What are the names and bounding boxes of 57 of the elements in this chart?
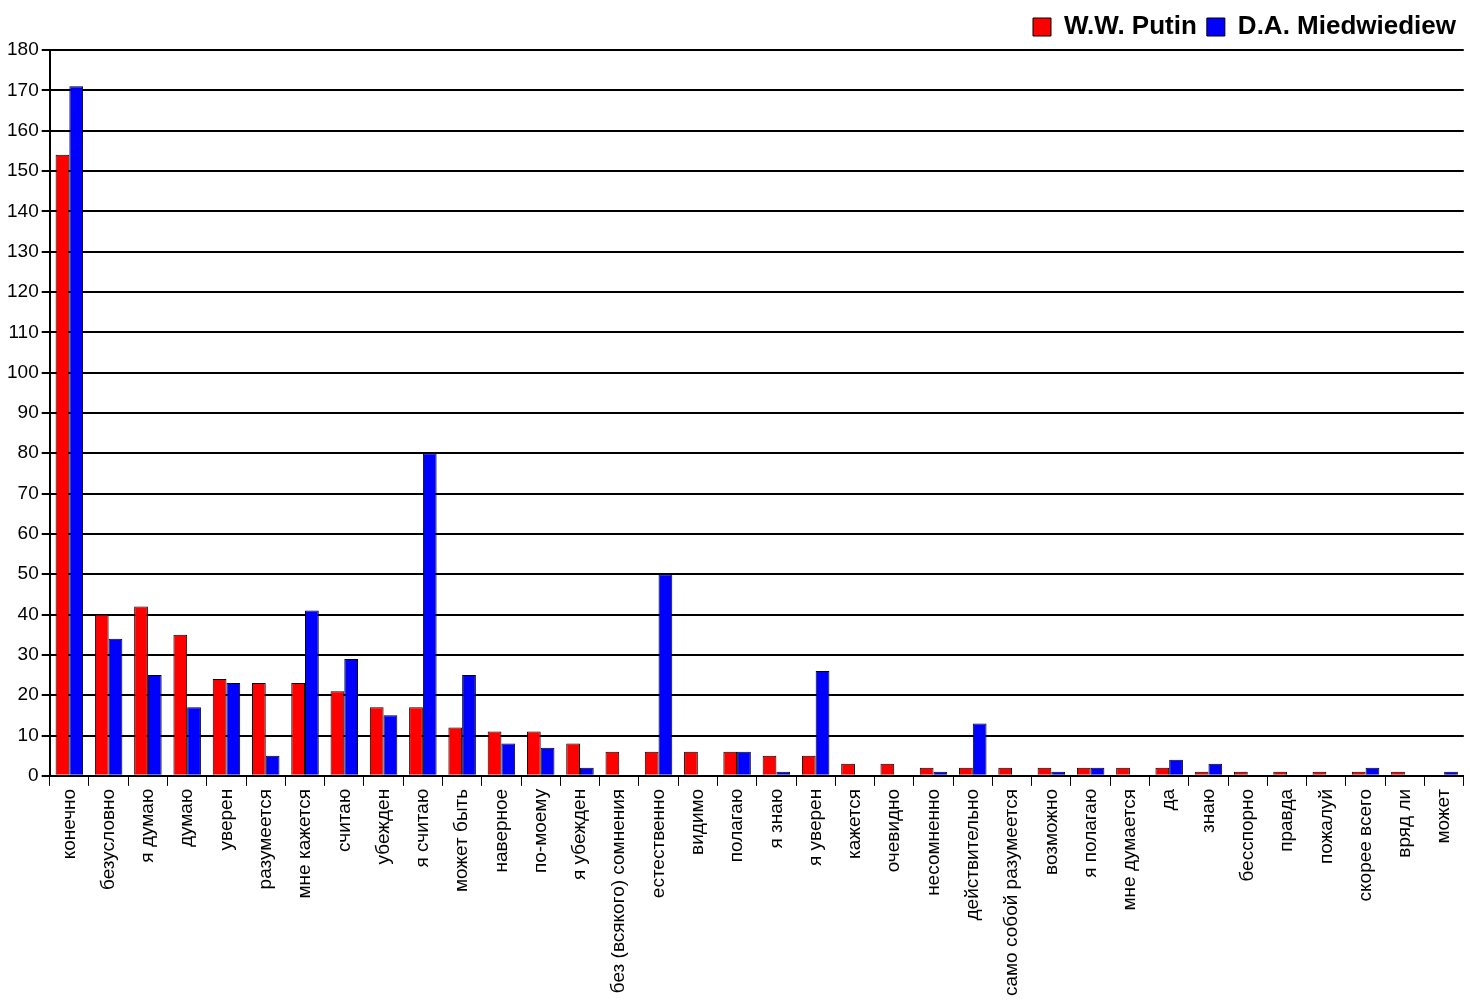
x-tick-label: думаю	[175, 788, 197, 848]
x-tick-label: несомненно	[921, 788, 943, 896]
y-tick-label: 80	[17, 441, 39, 463]
x-tick-label: конечно	[57, 788, 79, 860]
x-tick-label: я знаю	[764, 788, 786, 849]
y-tick-label: 180	[7, 38, 39, 60]
x-tick-label: разумеется	[253, 788, 275, 890]
x-tick-label: пожалуй	[1314, 788, 1336, 864]
x-tick-label: видимо	[686, 788, 708, 855]
y-tick-label: 170	[7, 78, 39, 100]
y-tick-label: 0	[28, 764, 39, 786]
y-tick-label: 60	[17, 522, 39, 544]
y-tick-label: 40	[17, 602, 39, 624]
x-tick-label: я уверен	[803, 788, 825, 867]
y-tick-label: 140	[7, 199, 39, 221]
legend-label: W.W. Putin	[1063, 10, 1197, 41]
x-tick-label: я полагаю	[1078, 788, 1100, 878]
y-tick-label: 130	[7, 239, 39, 261]
x-tick-label: может быть	[450, 788, 472, 893]
x-tick-label: мне кажется	[293, 788, 315, 899]
x-tick-label: безусловно	[96, 788, 118, 890]
y-tick-label: 30	[17, 643, 39, 665]
x-tick-label: действительно	[961, 788, 983, 921]
y-tick-label: 160	[7, 118, 39, 140]
x-tick-label: убежден	[371, 788, 393, 865]
x-tick-label: да	[1157, 788, 1179, 811]
x-tick-label: может	[1432, 788, 1454, 844]
y-tick-label: 90	[17, 401, 39, 423]
x-tick-label: уверен	[214, 788, 236, 851]
y-tick-label: 50	[17, 562, 39, 584]
x-tick-label: скорее всего	[1353, 788, 1375, 902]
y-tick-label: 120	[7, 280, 39, 302]
x-tick-label: само собой разумеется	[1000, 788, 1022, 997]
y-tick-label: 100	[7, 360, 39, 382]
x-tick-label: наверное	[489, 788, 511, 873]
x-tick-label: бесспорно	[1235, 788, 1257, 882]
x-tick-label: я убежден	[568, 788, 590, 881]
x-tick-label: считаю	[332, 788, 354, 852]
x-tick-label: естественно	[646, 788, 668, 899]
x-tick-label: я думаю	[136, 788, 158, 863]
y-tick-label: 20	[17, 683, 39, 705]
y-tick-label: 70	[17, 481, 39, 503]
x-tick-label: знаю	[1196, 788, 1218, 833]
x-tick-label: кажется	[843, 788, 865, 860]
x-tick-label: вряд ли	[1393, 788, 1415, 858]
x-tick-label: правда	[1275, 788, 1297, 852]
x-tick-label: мне думается	[1118, 788, 1140, 911]
y-tick-label: 150	[7, 159, 39, 181]
x-tick-label: полагаю	[725, 788, 747, 863]
y-tick-label: 10	[17, 723, 39, 745]
x-tick-label: я считаю	[411, 788, 433, 868]
x-tick-label: по-моему	[528, 788, 550, 874]
y-tick-label: 110	[8, 320, 39, 342]
x-tick-label: очевидно	[882, 788, 904, 873]
legend-label: D.A. Miedwiediew	[1237, 10, 1457, 41]
x-tick-label: без (всякого) сомнения	[607, 788, 629, 994]
x-tick-label: возможно	[1039, 788, 1061, 875]
